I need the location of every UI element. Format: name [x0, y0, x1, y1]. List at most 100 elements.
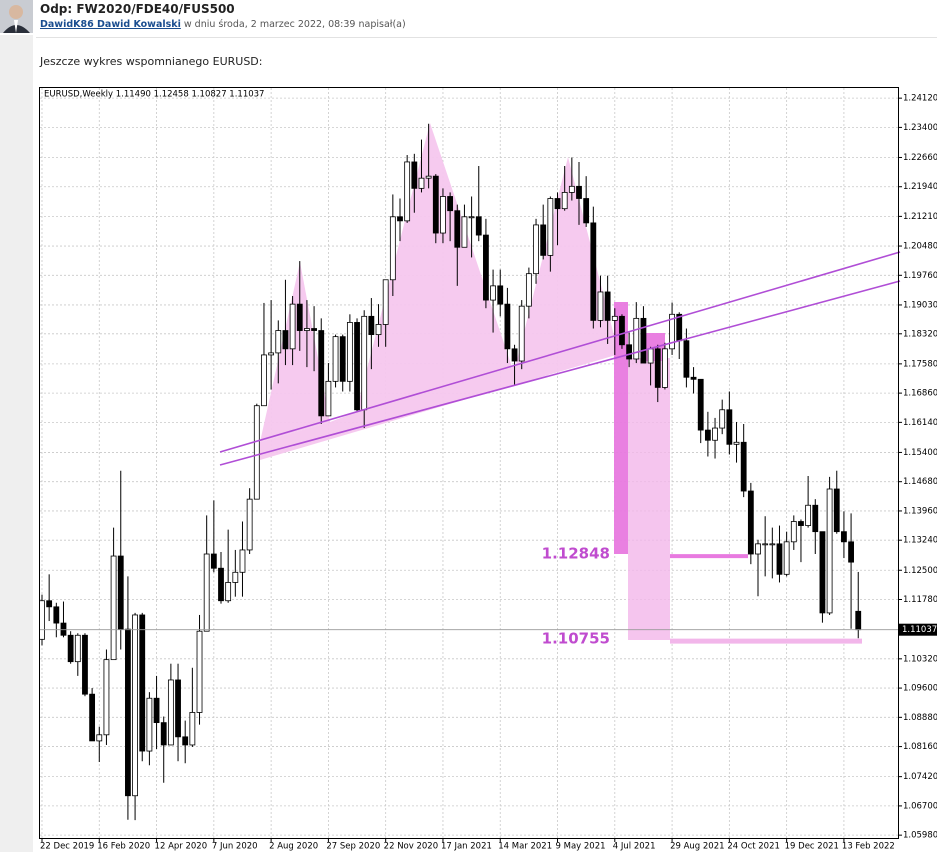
candle-body: [841, 531, 847, 543]
y-tick-label: 1.19760: [903, 271, 937, 281]
candle-body: [210, 553, 217, 569]
candle-body: [547, 198, 554, 256]
chart-title: EURUSD,Weekly 1.11490 1.12458 1.10827 1.…: [44, 90, 264, 100]
y-tick-label: 1.16140: [903, 418, 937, 428]
plot-frame: [39, 87, 899, 839]
price-badge: [899, 623, 937, 636]
candle-body: [304, 328, 310, 331]
candle-body: [332, 336, 339, 382]
y-tick-label: 1.13240: [903, 536, 937, 546]
candle-body: [67, 634, 74, 663]
candle-body: [46, 600, 53, 608]
candle-body: [418, 177, 425, 189]
y-tick-label: 1.16860: [903, 389, 937, 399]
candle-body: [454, 210, 461, 248]
candle-body: [232, 571, 239, 583]
candles: [39, 123, 862, 821]
candle-body: [311, 328, 317, 331]
candle-body: [175, 679, 181, 738]
y-tick-label: 1.10320: [903, 654, 937, 664]
trendlines: [219, 251, 901, 466]
trendline: [219, 251, 901, 453]
candle-body: [654, 348, 661, 388]
candle-body: [296, 303, 303, 331]
candle-body: [783, 541, 790, 575]
candle-body: [590, 222, 597, 321]
y-tick-label: 1.19030: [903, 300, 937, 310]
candle-body: [447, 196, 454, 212]
candle-body: [117, 555, 124, 630]
candle-body: [275, 330, 282, 354]
candle-body: [497, 285, 504, 305]
x-tick-label: 24 Oct 2021: [727, 842, 780, 852]
candle-body: [776, 543, 783, 575]
candle-body: [96, 734, 103, 742]
y-tick-label: 1.08160: [903, 742, 937, 752]
x-tick-label: 19 Dec 2021: [785, 842, 839, 852]
candle-body: [425, 175, 432, 179]
level-label: 1.10755: [542, 630, 610, 648]
candle-body: [203, 553, 210, 632]
candle-body: [53, 606, 60, 624]
candle-body: [726, 409, 733, 445]
post-body: Jeszcze wykres wspomnianego EURUSD:: [40, 55, 263, 68]
candle-body: [769, 543, 776, 546]
candle-body: [74, 634, 81, 663]
candle-body: [704, 429, 711, 441]
candle-body: [647, 348, 654, 364]
candle-body: [790, 521, 797, 543]
sidebar: [0, 35, 33, 852]
candle-body: [397, 216, 403, 222]
x-tick-label: 22 Dec 2019: [40, 842, 94, 852]
candle-body: [354, 322, 360, 411]
candle-body: [346, 322, 353, 382]
candle-body: [626, 344, 633, 360]
x-tick-label: 9 May 2021: [556, 842, 606, 852]
avatar[interactable]: [0, 0, 33, 33]
candle-body: [361, 315, 368, 411]
candle-body: [225, 582, 232, 602]
candle-body: [160, 722, 167, 746]
candle-body: [404, 161, 411, 222]
candle-body: [39, 600, 45, 640]
y-tick-label: 1.11780: [903, 595, 937, 605]
candle-body: [576, 185, 582, 199]
candle-body: [826, 488, 833, 614]
candle-body: [669, 313, 675, 350]
candle-body: [60, 622, 67, 636]
x-tick-label: 16 Feb 2020: [97, 842, 150, 852]
box: [614, 302, 628, 554]
candle-body: [146, 697, 153, 752]
candle-body: [662, 348, 668, 388]
author-link[interactable]: DawidK86 Dawid Kowalski: [40, 19, 181, 30]
x-tick-label: 17 Jan 2021: [441, 842, 492, 852]
candle-body: [461, 216, 468, 248]
x-tick-label: 2 Aug 2020: [269, 842, 318, 852]
post-meta: DawidK86 Dawid Kowalski w dniu środa, 2 …: [40, 19, 406, 30]
candle-body: [683, 340, 690, 378]
candle-body: [690, 376, 697, 380]
candle-body: [619, 315, 625, 346]
candle-body: [504, 303, 511, 350]
x-tick-label: 14 Mar 2021: [498, 842, 552, 852]
price-label: 1.11037: [902, 625, 937, 635]
candle-body: [125, 628, 131, 797]
candle-body: [583, 198, 590, 224]
grid: [40, 88, 898, 838]
candle-body: [189, 712, 196, 746]
box: [628, 358, 670, 640]
candle-body: [110, 555, 117, 661]
candle-body: [518, 305, 525, 362]
candle-body: [554, 198, 561, 210]
chart-bg: [38, 85, 937, 852]
x-tick-label: 29 Aug 2021: [670, 842, 724, 852]
candle-body: [855, 610, 862, 631]
candle-body: [282, 330, 289, 350]
candle-body: [633, 317, 640, 360]
y-tick-label: 1.22660: [903, 153, 937, 163]
candle-body: [511, 348, 518, 362]
x-tick-label: 7 Jun 2020: [212, 842, 258, 852]
candle-body: [261, 354, 267, 407]
y-tick-label: 1.18320: [903, 329, 937, 339]
